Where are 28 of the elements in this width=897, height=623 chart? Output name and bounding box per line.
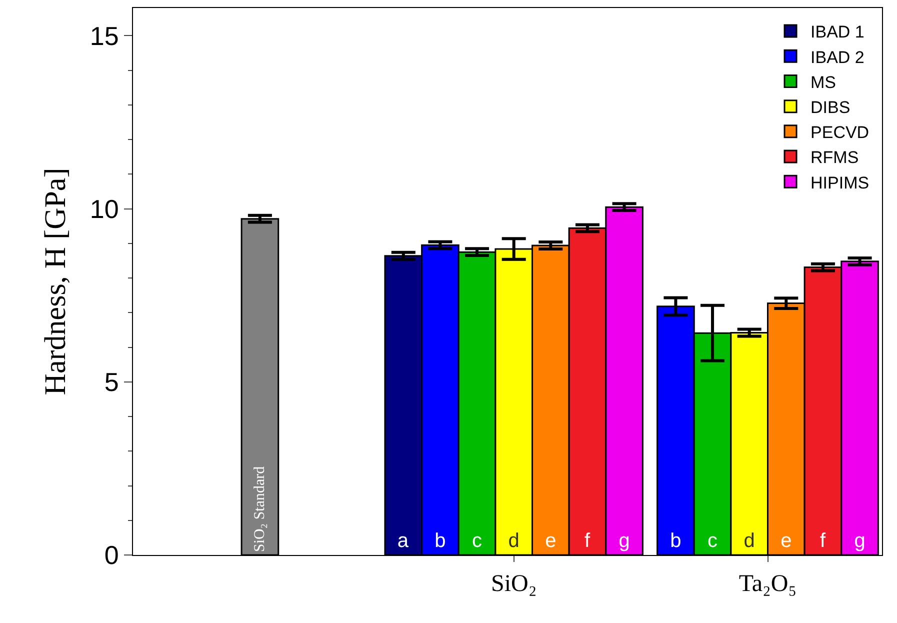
data-label: g — [854, 530, 866, 552]
legend-label: HIPIMS — [810, 173, 870, 192]
data-label: d — [508, 530, 520, 552]
data-label: a — [397, 530, 410, 552]
y-axis-title: Hardness, H [GPa] — [38, 168, 72, 396]
data-label: c — [472, 530, 482, 552]
data-label: g — [618, 530, 630, 552]
x-tick-label: SiO₂ — [490, 570, 537, 597]
data-label: f — [820, 530, 826, 552]
legend-label: DIBS — [810, 98, 850, 117]
y-tick-label: 10 — [90, 194, 119, 224]
data-label: d — [744, 530, 755, 552]
y-tick-label: 0 — [104, 540, 119, 570]
x-tick-label: Ta₂O₅ — [738, 570, 797, 597]
data-label: b — [670, 530, 682, 552]
legend-label: PECVD — [810, 123, 870, 142]
y-tick-label: 5 — [104, 367, 119, 397]
legend-label: IBAD 1 — [810, 22, 864, 42]
data-label: SiO₂ Standard — [252, 466, 268, 552]
y-tick-label: 15 — [90, 20, 119, 51]
data-label: b — [434, 530, 446, 552]
legend-label: MS — [810, 72, 836, 92]
data-label: e — [780, 530, 792, 552]
legend-label: IBAD 2 — [810, 48, 864, 67]
data-label: f — [584, 530, 590, 552]
data-label: c — [708, 530, 718, 552]
legend-label: RFMS — [810, 148, 859, 168]
data-label: e — [545, 530, 556, 552]
